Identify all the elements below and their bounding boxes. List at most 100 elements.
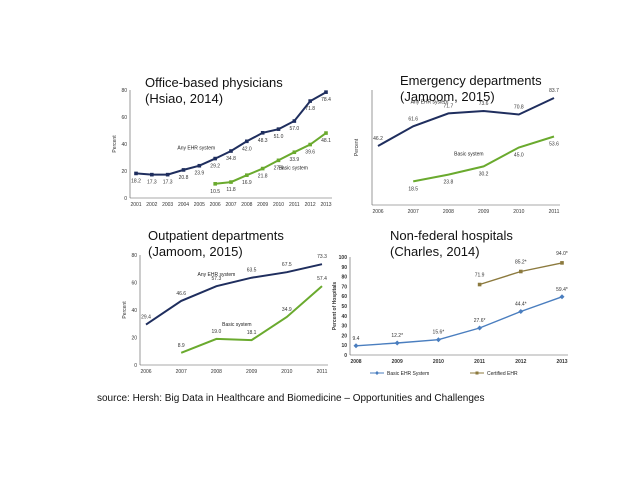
data-label: 48.1 (321, 138, 331, 144)
data-point (213, 182, 217, 186)
y-tick-label: 40 (121, 142, 127, 148)
data-label: 57.0 (289, 126, 299, 132)
data-label: 53.6 (549, 142, 559, 148)
x-tick-label: 2012 (515, 359, 526, 365)
data-point (276, 158, 281, 163)
y-axis-label: Percent (354, 138, 360, 156)
chart-title: (Charles, 2014) (390, 244, 480, 259)
y-tick-label: 90 (341, 265, 347, 271)
x-tick-label: 2001 (130, 202, 141, 208)
y-tick-label: 60 (341, 294, 347, 300)
x-tick-label: 2011 (317, 369, 328, 375)
data-point (435, 337, 441, 343)
data-point (477, 282, 482, 287)
x-tick-label: 2006 (210, 202, 221, 208)
data-point (353, 343, 359, 349)
x-tick-label: 2002 (146, 202, 157, 208)
y-axis-label: Percent (122, 301, 128, 319)
data-label: 57.3 (212, 276, 222, 282)
x-tick-label: 2003 (162, 202, 173, 208)
y-tick-label: 20 (131, 336, 137, 342)
data-label: 33.9 (289, 157, 299, 163)
data-label: 46.2 (373, 136, 383, 142)
data-label: 70.8 (514, 105, 524, 111)
data-label: 61.6 (408, 116, 418, 122)
data-point (181, 168, 186, 172)
legend-marker (475, 371, 479, 375)
data-label: 71.8 (305, 106, 315, 112)
data-point (197, 163, 202, 168)
source-caption: source: Hersh: Big Data in Healthcare an… (97, 393, 485, 404)
y-tick-label: 80 (121, 88, 127, 94)
x-tick-label: 2005 (194, 202, 205, 208)
data-label: 59.4* (556, 287, 568, 293)
data-point (308, 142, 312, 147)
data-point (229, 180, 233, 184)
data-label: 73.3 (317, 254, 327, 260)
data-label: 16.9 (242, 180, 252, 186)
series-line (355, 296, 563, 347)
data-label: 8.9 (178, 343, 185, 349)
data-label: 19.0 (212, 329, 222, 335)
y-tick-label: 20 (341, 333, 347, 339)
data-point (308, 99, 312, 103)
x-tick-label: 2006 (372, 209, 383, 215)
y-tick-label: 80 (341, 275, 347, 281)
y-axis-label: Percent (112, 135, 118, 153)
y-tick-label: 70 (341, 284, 347, 290)
data-label: 23.8 (444, 180, 454, 186)
series-label: Basic system (279, 165, 308, 171)
data-label: 67.5 (282, 262, 292, 268)
y-tick-label: 10 (341, 343, 347, 349)
x-tick-label: 2009 (392, 359, 403, 365)
data-point (519, 269, 523, 274)
series-line (377, 97, 555, 147)
x-tick-label: 2008 (241, 202, 252, 208)
data-point (245, 139, 249, 144)
data-label: 15.6* (433, 330, 445, 336)
series-label: Any EHR system (177, 146, 215, 152)
data-label: 71.7 (444, 103, 454, 109)
y-tick-label: 60 (121, 115, 127, 121)
chart-title: Office-based physicians (145, 75, 283, 90)
data-label: 30.2 (479, 171, 489, 177)
series-line (145, 263, 323, 326)
x-tick-label: 2010 (433, 359, 444, 365)
data-label: 18.5 (408, 186, 418, 192)
data-point (559, 294, 565, 300)
x-tick-label: 2007 (176, 369, 187, 375)
data-point (213, 156, 217, 161)
data-label: 46.6 (176, 291, 186, 297)
x-tick-label: 2008 (211, 369, 222, 375)
data-label: 83.7 (549, 88, 559, 94)
data-point (394, 340, 400, 346)
y-tick-label: 20 (121, 169, 127, 175)
data-point (245, 173, 249, 177)
x-tick-label: 2011 (549, 209, 560, 215)
chart-title: (Jamoom, 2015) (400, 89, 495, 104)
series-label: Any EHR system (411, 99, 449, 105)
data-label: 29.4 (141, 315, 151, 321)
data-label: 34.8 (226, 156, 236, 162)
chart-title: (Hsiao, 2014) (145, 91, 223, 106)
x-tick-label: 2009 (478, 209, 489, 215)
data-point (134, 171, 138, 176)
data-label: 20.8 (179, 175, 189, 181)
x-tick-label: 2008 (443, 209, 454, 215)
data-label: 18.1 (247, 330, 257, 336)
data-point (292, 119, 297, 123)
chart-title: Emergency departments (400, 73, 542, 88)
data-label: 94.0* (556, 251, 568, 257)
data-label: 21.8 (258, 174, 268, 180)
data-label: 29.2 (210, 164, 220, 170)
data-label: 78.4 (321, 97, 331, 103)
y-tick-label: 60 (131, 281, 137, 287)
x-tick-label: 2013 (320, 202, 331, 208)
data-label: 42.0 (242, 146, 252, 152)
data-point (165, 172, 170, 177)
data-point (477, 325, 483, 331)
x-tick-label: 2009 (246, 369, 257, 375)
y-axis-label: Percent of Hospitals (332, 282, 338, 331)
data-point (324, 90, 328, 94)
